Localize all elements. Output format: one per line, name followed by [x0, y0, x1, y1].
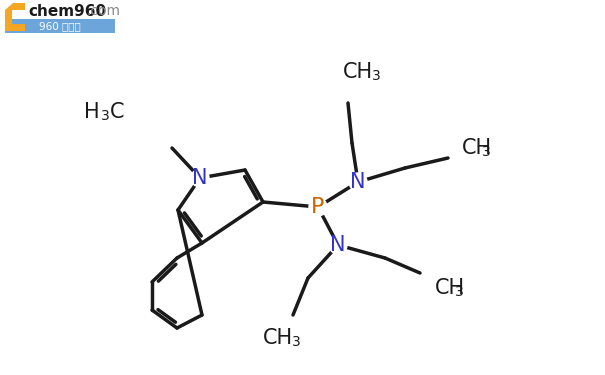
- Text: .com: .com: [87, 4, 121, 18]
- Polygon shape: [5, 3, 25, 31]
- Text: 3: 3: [292, 335, 301, 349]
- Text: 3: 3: [372, 69, 381, 83]
- Circle shape: [191, 169, 209, 187]
- Circle shape: [309, 198, 327, 216]
- Text: C: C: [110, 102, 125, 122]
- Text: chem960: chem960: [28, 3, 106, 18]
- FancyBboxPatch shape: [5, 19, 115, 33]
- Text: P: P: [312, 197, 325, 217]
- Text: CH: CH: [435, 278, 465, 298]
- Text: 3: 3: [455, 285, 464, 299]
- Text: CH: CH: [343, 62, 373, 82]
- Text: 3: 3: [101, 109, 110, 123]
- Text: N: N: [330, 235, 345, 255]
- Text: CH: CH: [263, 328, 293, 348]
- Text: 3: 3: [482, 145, 491, 159]
- Text: CH: CH: [462, 138, 492, 158]
- Circle shape: [329, 236, 347, 254]
- Circle shape: [349, 173, 367, 191]
- Text: 960 化工网: 960 化工网: [39, 21, 81, 31]
- Text: N: N: [350, 172, 366, 192]
- Text: N: N: [192, 168, 208, 188]
- Text: H: H: [84, 102, 100, 122]
